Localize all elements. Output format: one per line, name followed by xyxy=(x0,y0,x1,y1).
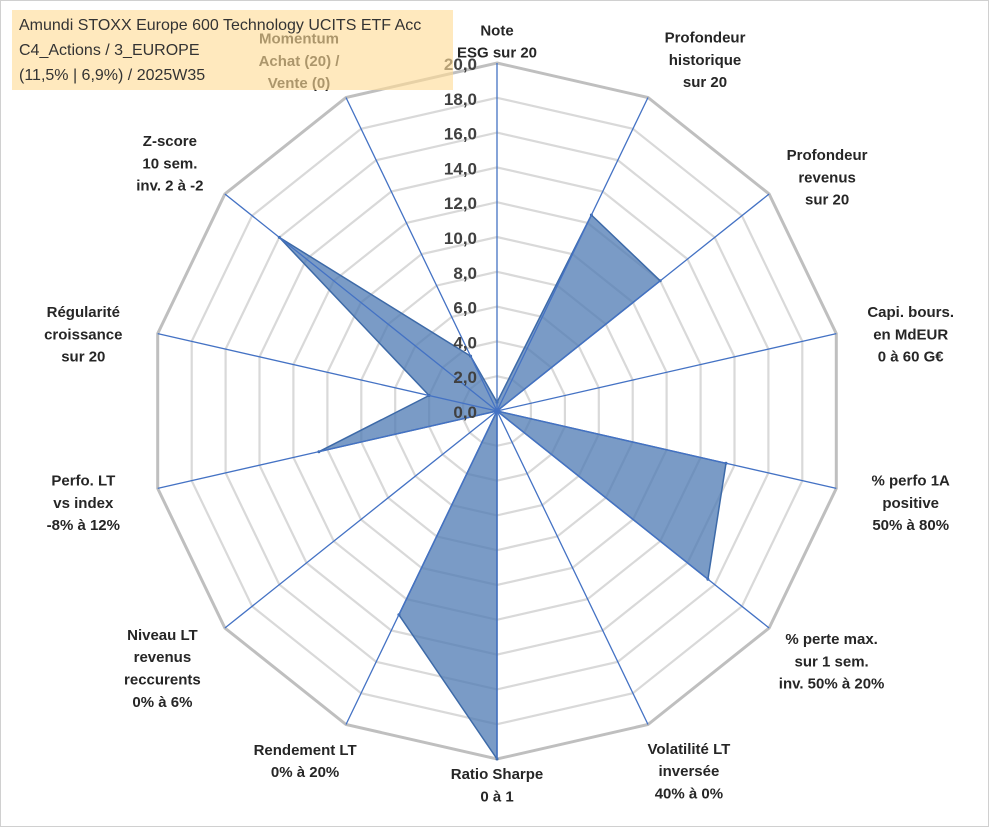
tick-label: 18,0 xyxy=(444,90,477,109)
axis-label-line: Ratio Sharpe xyxy=(451,766,544,783)
axis-label-line: ESG sur 20 xyxy=(457,45,537,62)
axis-label-8: Ratio Sharpe 0 à 1 xyxy=(451,766,544,805)
axis-label-line: sur 1 sem. xyxy=(794,653,868,670)
axis-label-line: Capi. bours. xyxy=(867,304,954,321)
axis-label-line: revenus xyxy=(798,169,856,186)
axis-label-line: Régularité xyxy=(47,304,120,321)
spoke-5 xyxy=(496,410,837,490)
axis-label-14: Momentum Achat (20) / Vente (0) xyxy=(259,31,341,93)
tick-label: 4,0 xyxy=(453,333,477,352)
axis-label-line: Profondeur xyxy=(665,30,746,47)
axis-label-line: sur 20 xyxy=(805,192,849,209)
axis-label-line: Niveau LT xyxy=(127,627,198,644)
axis-label-line: Z-score xyxy=(143,133,197,150)
axis-label-line: Rendement LT xyxy=(254,742,357,759)
axis-label-line: Perfo. LT xyxy=(51,473,115,490)
axis-label-10: Niveau LT revenus reccurents 0% à 6% xyxy=(124,627,201,711)
spoke-9 xyxy=(345,410,498,725)
axis-label-12: Régularité croissance sur 20 xyxy=(44,304,122,366)
axis-label-2: Profondeur historique sur 20 xyxy=(665,30,746,92)
axis-label-line: 50% à 80% xyxy=(872,517,949,534)
axis-label-line: 0 à 60 G€ xyxy=(878,349,945,366)
axis-label-line: Volatilité LT xyxy=(648,741,731,758)
axis-label-line: historique xyxy=(669,52,742,69)
axis-label-line: croissance xyxy=(44,326,122,343)
spoke-3 xyxy=(496,193,770,412)
axis-label-line: 10 sem. xyxy=(142,155,197,172)
axis-label-9: Rendement LT 0% à 20% xyxy=(254,742,357,781)
spoke-4 xyxy=(496,332,837,412)
tick-label: 14,0 xyxy=(444,159,477,178)
axis-label-11: Perfo. LT vs index -8% à 12% xyxy=(47,473,120,535)
axis-label-line: 0% à 20% xyxy=(271,764,339,781)
axis-label-5: % perfo 1A positive 50% à 80% xyxy=(872,473,951,535)
axis-label-line: revenus xyxy=(134,649,192,666)
axis-label-line: reccurents xyxy=(124,672,201,689)
spoke-13 xyxy=(224,193,498,412)
tick-label: 6,0 xyxy=(453,299,477,318)
tick-label: 8,0 xyxy=(453,264,477,283)
axis-label-1: Note ESG sur 20 xyxy=(457,22,537,61)
axis-label-line: sur 20 xyxy=(61,349,105,366)
axis-label-line: vs index xyxy=(53,495,114,512)
tick-label: 16,0 xyxy=(444,125,477,144)
axis-label-line: inv. 2 à -2 xyxy=(136,178,203,195)
axis-label-line: en MdEUR xyxy=(873,326,948,343)
spoke-7 xyxy=(496,410,649,725)
spoke-12 xyxy=(157,332,498,412)
axis-label-line: % perte max. xyxy=(785,631,878,648)
axis-label-line: Profondeur xyxy=(787,147,868,164)
axis-label-line: % perfo 1A xyxy=(872,473,951,490)
axis-label-line: Note xyxy=(480,22,513,39)
spoke-10 xyxy=(224,410,498,629)
axis-label-line: 0 à 1 xyxy=(480,788,513,805)
axis-label-line: inversée xyxy=(658,763,719,780)
radar-spokes xyxy=(157,63,837,759)
axis-label-4: Capi. bours. en MdEUR 0 à 60 G€ xyxy=(867,304,954,366)
axis-label-6: % perte max. sur 1 sem. inv. 50% à 20% xyxy=(779,631,885,693)
axis-label-line: -8% à 12% xyxy=(47,517,120,534)
tick-label: 2,0 xyxy=(453,368,477,387)
axis-label-line: inv. 50% à 20% xyxy=(779,676,885,693)
axis-label-line: 0% à 6% xyxy=(132,694,192,711)
axis-label-line: Achat (20) / xyxy=(259,53,341,70)
spoke-2 xyxy=(496,97,649,412)
tick-label: 0,0 xyxy=(453,403,477,422)
spoke-14 xyxy=(345,97,498,412)
axis-label-13: Z-score 10 sem. inv. 2 à -2 xyxy=(136,133,203,195)
axis-label-line: Vente (0) xyxy=(268,75,331,92)
tick-label: 10,0 xyxy=(444,229,477,248)
spoke-11 xyxy=(157,410,498,490)
spoke-6 xyxy=(496,410,770,629)
axis-label-3: Profondeur revenus sur 20 xyxy=(787,147,868,209)
axis-label-line: 40% à 0% xyxy=(655,785,723,802)
axis-label-line: Momentum xyxy=(259,31,339,48)
axis-label-line: sur 20 xyxy=(683,74,727,91)
axis-label-7: Volatilité LT inversée 40% à 0% xyxy=(648,741,731,803)
tick-label: 12,0 xyxy=(444,194,477,213)
axis-label-line: positive xyxy=(882,495,939,512)
